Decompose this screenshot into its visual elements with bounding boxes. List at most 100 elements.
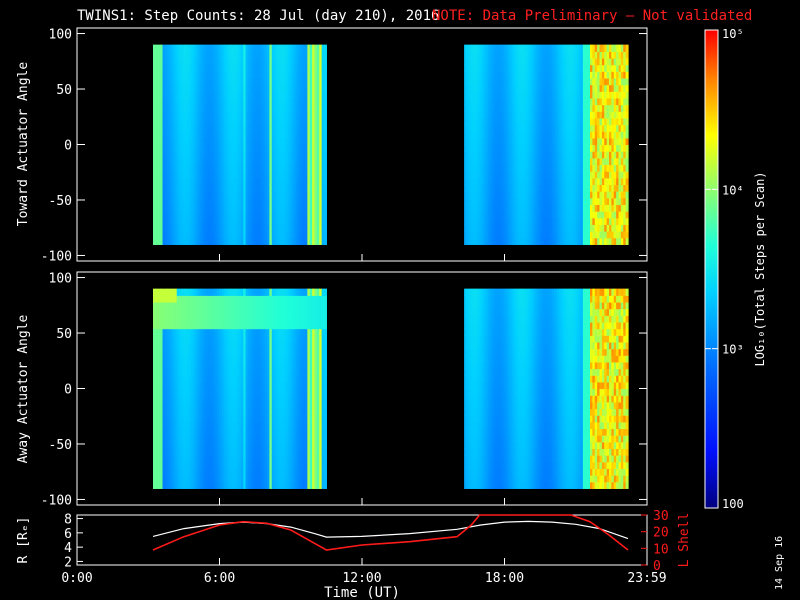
heatmap-cell <box>525 51 529 59</box>
heatmap-cell <box>219 124 223 132</box>
heatmap-cell <box>559 117 563 126</box>
heatmap-cell <box>198 408 202 416</box>
heatmap-cell <box>221 124 225 132</box>
heatmap-cell <box>316 171 320 179</box>
heatmap-cell <box>297 117 301 126</box>
heatmap-cell <box>495 237 498 245</box>
heatmap-cell <box>587 124 591 132</box>
heatmap-cell <box>164 475 168 483</box>
heatmap-cell <box>214 91 218 99</box>
heatmap-cell <box>568 184 572 192</box>
heatmap-cell <box>252 231 256 239</box>
y-tick-label: -50 <box>49 194 72 209</box>
heatmap-cell <box>499 104 503 112</box>
heatmap-cell <box>468 171 472 179</box>
heatmap-cell <box>613 177 617 186</box>
heatmap-cell <box>528 191 532 199</box>
heatmap-cell <box>506 211 510 219</box>
heatmap-cell <box>521 204 525 212</box>
heatmap-cell <box>594 204 598 212</box>
heatmap-cell <box>537 204 541 212</box>
heatmap-cell <box>480 144 484 152</box>
heatmap-cell <box>319 164 323 172</box>
heatmap-cell <box>509 124 513 132</box>
heatmap-cell <box>549 157 553 166</box>
heatmap-cell <box>167 461 171 469</box>
heatmap-cell <box>217 124 221 132</box>
heatmap-cell <box>590 157 593 166</box>
heatmap-cell <box>233 137 237 146</box>
heatmap-cell <box>609 217 612 225</box>
heatmap-cell <box>559 111 563 119</box>
heatmap-cell <box>542 77 546 86</box>
heatmap-cell <box>601 217 605 225</box>
heatmap-cell <box>518 97 522 106</box>
heatmap-cell <box>276 197 280 206</box>
heatmap-cell <box>597 231 601 239</box>
heatmap-cell <box>537 117 541 126</box>
heatmap-cell <box>160 435 164 443</box>
heatmap-cell <box>623 177 627 186</box>
heatmap-cell <box>490 144 494 152</box>
heatmap-cell <box>274 191 278 199</box>
heatmap-cell <box>221 197 225 206</box>
heatmap-cell <box>229 237 232 245</box>
heatmap-cell <box>164 395 168 403</box>
heatmap-cell <box>523 184 527 192</box>
heatmap-cell <box>205 64 209 72</box>
heatmap-cell <box>188 151 192 159</box>
heatmap-cell <box>620 151 624 159</box>
heatmap-cell <box>620 84 624 92</box>
heatmap-cell <box>497 117 501 126</box>
heatmap-cell <box>321 124 325 132</box>
heatmap-cell <box>188 375 192 383</box>
heatmap-cell <box>283 171 287 179</box>
heatmap-cell <box>324 184 327 192</box>
heatmap-cell <box>278 211 282 219</box>
heatmap-cell <box>238 204 242 212</box>
heatmap-cell <box>590 64 593 72</box>
heatmap-cell <box>487 197 491 206</box>
heatmap-cell <box>250 204 254 212</box>
heatmap-cell <box>618 211 622 219</box>
heatmap-cell <box>618 224 622 232</box>
heatmap-cell <box>295 104 299 112</box>
heatmap-cell <box>169 435 173 443</box>
heatmap-cell <box>198 84 202 92</box>
heatmap-cell <box>319 237 323 245</box>
heatmap-cell <box>198 117 202 126</box>
heatmap-cell <box>167 131 171 139</box>
heatmap-cell <box>616 131 620 139</box>
heatmap-cell <box>478 144 482 152</box>
heatmap-cell <box>618 71 622 79</box>
heatmap-cell <box>188 204 192 212</box>
heatmap-cell <box>267 77 270 86</box>
heatmap-cell <box>219 191 223 199</box>
heatmap-cell <box>186 91 190 99</box>
heatmap-cell <box>210 44 213 52</box>
heatmap-cell <box>509 144 513 152</box>
heatmap-cell <box>606 231 610 239</box>
heatmap-cell <box>563 171 567 179</box>
heatmap-cell <box>312 104 316 112</box>
heatmap-cell <box>578 124 582 132</box>
heatmap-cell <box>164 401 168 410</box>
heatmap-cell <box>616 51 620 59</box>
heatmap-cell <box>186 455 190 463</box>
heatmap-cell <box>611 117 615 126</box>
heatmap-cell <box>191 51 194 59</box>
heatmap-cell <box>516 77 520 86</box>
heatmap-cell <box>207 184 211 192</box>
heatmap-cell <box>290 124 294 132</box>
heatmap-cell <box>167 428 171 436</box>
heatmap-cell <box>250 157 254 166</box>
heatmap-cell <box>571 57 574 66</box>
heatmap-cell <box>312 124 316 132</box>
heatmap-cell <box>262 111 266 119</box>
heatmap-cell <box>243 104 247 112</box>
heatmap-cell <box>274 157 278 166</box>
heatmap-cell <box>198 481 202 489</box>
heatmap-cell <box>582 97 586 106</box>
heatmap-cell <box>157 77 161 86</box>
heatmap-cell <box>210 231 213 239</box>
